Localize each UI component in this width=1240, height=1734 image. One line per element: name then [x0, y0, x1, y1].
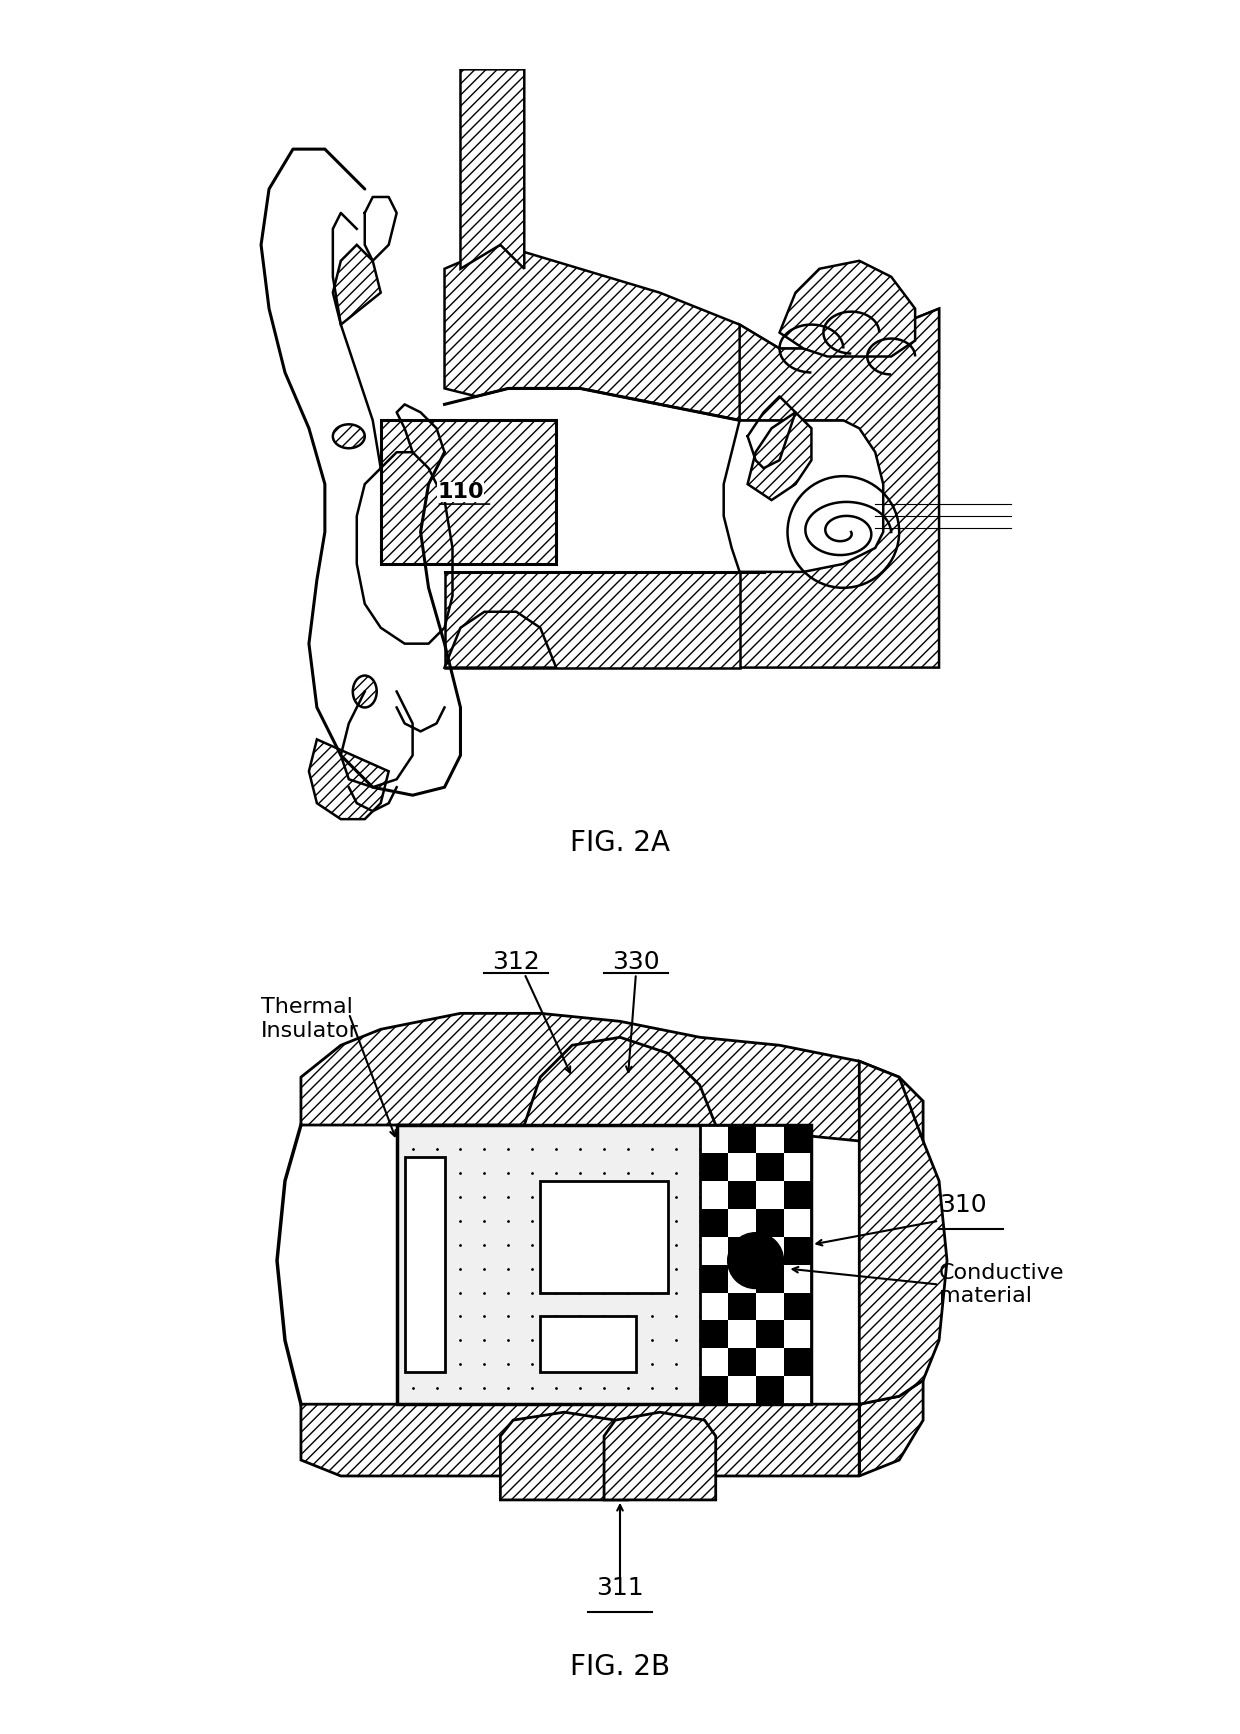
- Bar: [728, 1125, 755, 1153]
- Bar: [541, 1181, 668, 1292]
- Bar: [699, 1292, 728, 1321]
- PathPatch shape: [739, 309, 939, 668]
- Text: Conductive
material: Conductive material: [939, 1262, 1065, 1306]
- PathPatch shape: [525, 1037, 715, 1165]
- Bar: [728, 1349, 755, 1377]
- Bar: [699, 1377, 728, 1405]
- Bar: [728, 1377, 755, 1405]
- PathPatch shape: [748, 413, 811, 499]
- Bar: [784, 1236, 811, 1264]
- Bar: [784, 1264, 811, 1292]
- Bar: [728, 1321, 755, 1349]
- Bar: [541, 1316, 636, 1372]
- PathPatch shape: [859, 1061, 947, 1476]
- Bar: [784, 1349, 811, 1377]
- Bar: [755, 1264, 784, 1292]
- Bar: [699, 1181, 728, 1209]
- PathPatch shape: [444, 612, 557, 668]
- Bar: [404, 1157, 444, 1372]
- Bar: [728, 1181, 755, 1209]
- Ellipse shape: [353, 676, 377, 707]
- Bar: [755, 1292, 784, 1321]
- Bar: [699, 1153, 728, 1181]
- Bar: [381, 420, 557, 564]
- PathPatch shape: [501, 1411, 627, 1500]
- Bar: [784, 1125, 811, 1153]
- Text: 312: 312: [492, 950, 541, 973]
- Bar: [728, 1292, 755, 1321]
- Bar: [784, 1181, 811, 1209]
- Bar: [699, 1321, 728, 1349]
- PathPatch shape: [332, 244, 381, 324]
- Bar: [755, 1236, 784, 1264]
- PathPatch shape: [780, 260, 915, 357]
- Bar: [784, 1153, 811, 1181]
- PathPatch shape: [301, 1013, 923, 1141]
- Text: FIG. 2A: FIG. 2A: [570, 829, 670, 857]
- Circle shape: [728, 1233, 784, 1288]
- Bar: [755, 1153, 784, 1181]
- Text: Thermal
Insulator: Thermal Insulator: [262, 997, 358, 1040]
- Text: 110: 110: [438, 482, 484, 503]
- Bar: [755, 1349, 784, 1377]
- Text: 311: 311: [596, 1576, 644, 1600]
- Bar: [784, 1292, 811, 1321]
- Bar: [755, 1321, 784, 1349]
- Bar: [699, 1125, 728, 1153]
- Bar: [755, 1181, 784, 1209]
- Ellipse shape: [332, 425, 365, 447]
- PathPatch shape: [309, 739, 388, 818]
- Text: 310: 310: [939, 1193, 987, 1217]
- FancyBboxPatch shape: [397, 1125, 811, 1405]
- Bar: [784, 1377, 811, 1405]
- Bar: [699, 1125, 811, 1405]
- Bar: [728, 1264, 755, 1292]
- Bar: [699, 1264, 728, 1292]
- PathPatch shape: [301, 1380, 923, 1476]
- PathPatch shape: [604, 1411, 715, 1500]
- Bar: [699, 1209, 728, 1236]
- Bar: [784, 1209, 811, 1236]
- Bar: [755, 1125, 784, 1153]
- Text: FIG. 2B: FIG. 2B: [570, 1654, 670, 1682]
- Bar: [728, 1209, 755, 1236]
- Bar: [755, 1377, 784, 1405]
- PathPatch shape: [444, 244, 939, 420]
- Bar: [699, 1349, 728, 1377]
- Bar: [728, 1153, 755, 1181]
- PathPatch shape: [444, 572, 739, 668]
- Bar: [755, 1209, 784, 1236]
- PathPatch shape: [460, 69, 525, 269]
- Text: 330: 330: [613, 950, 660, 973]
- Bar: [784, 1321, 811, 1349]
- Bar: [699, 1236, 728, 1264]
- Bar: [728, 1236, 755, 1264]
